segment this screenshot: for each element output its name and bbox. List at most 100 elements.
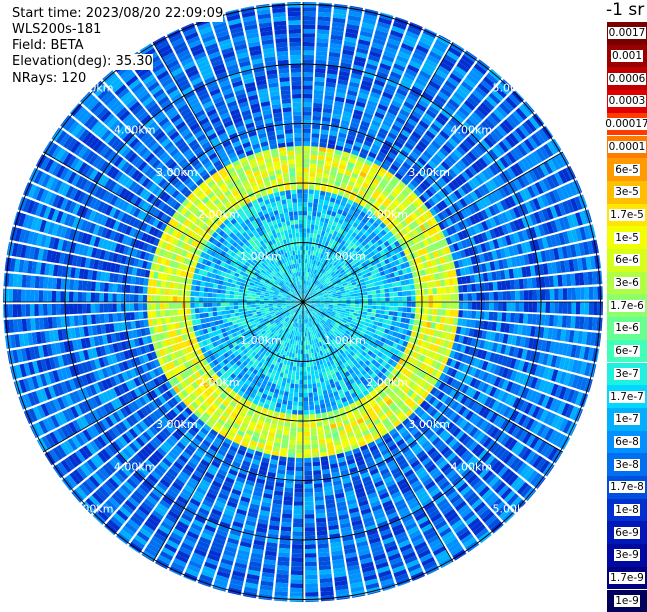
range-gate-cell	[281, 382, 286, 387]
range-gate-cell	[303, 211, 307, 215]
range-gate-cell	[310, 255, 313, 260]
range-gate-cell	[300, 367, 303, 371]
range-gate-cell	[279, 544, 290, 549]
range-gate-cell	[291, 379, 295, 384]
range-gate-cell	[294, 501, 303, 506]
range-gate-cell	[296, 367, 299, 372]
range-gate-cell	[476, 311, 481, 319]
range-gate-cell	[305, 583, 318, 588]
range-gate-cell	[593, 287, 598, 300]
range-gate-cell	[307, 259, 309, 264]
range-gate-cell	[304, 467, 312, 472]
range-gate-cell	[297, 341, 299, 346]
range-gate-cell	[299, 337, 301, 342]
range-gate-cell	[381, 298, 386, 302]
range-gate-cell	[506, 313, 511, 322]
range-gate-cell	[303, 150, 310, 155]
range-gate-cell	[317, 387, 322, 392]
range-gate-cell	[303, 25, 315, 30]
range-gate-cell	[313, 392, 318, 397]
range-gate-cell	[514, 313, 519, 323]
range-gate-cell	[333, 297, 338, 299]
range-gate-cell	[388, 283, 393, 288]
range-gate-cell	[281, 368, 285, 373]
range-gate-cell	[411, 290, 416, 295]
range-gate-cell	[407, 291, 412, 296]
range-gate-cell	[303, 159, 309, 164]
range-gate-cell	[374, 282, 379, 286]
range-gate-cell	[300, 376, 304, 380]
range-gate-cell	[320, 448, 327, 453]
range-gate-cell	[304, 432, 310, 437]
range-gate-cell	[383, 319, 388, 324]
range-gate-cell	[440, 317, 445, 324]
range-gate-cell	[308, 198, 313, 203]
range-gate-cell	[303, 42, 315, 47]
range-gate-cell	[376, 306, 381, 310]
range-gate-cell	[294, 506, 303, 511]
range-gate-cell	[437, 295, 442, 301]
range-gate-cell	[308, 207, 312, 212]
range-gate-cell	[498, 302, 503, 311]
range-gate-cell	[308, 345, 311, 350]
range-gate-cell	[310, 229, 314, 234]
range-gate-cell	[333, 304, 337, 306]
range-gate-cell	[346, 309, 351, 312]
range-gate-cell	[291, 558, 303, 563]
range-gate-cell	[304, 410, 309, 415]
range-gate-cell	[312, 357, 315, 362]
range-gate-cell	[319, 199, 324, 204]
range-gate-cell	[494, 302, 499, 311]
range-gate-cell	[295, 484, 303, 489]
range-gate-cell	[313, 470, 321, 475]
range-gate-cell	[442, 302, 447, 308]
range-gate-cell	[429, 295, 434, 301]
range-gate-cell	[283, 501, 292, 506]
range-gate-cell	[305, 562, 317, 567]
range-gate-cell	[313, 234, 317, 239]
range-gate-cell	[311, 220, 315, 225]
range-gate-cell	[306, 237, 309, 242]
range-gate-cell	[305, 332, 307, 336]
range-gate-cell	[303, 341, 305, 345]
range-gate-cell	[281, 444, 288, 449]
range-gate-cell	[318, 160, 325, 165]
range-gate-cell	[520, 290, 525, 300]
range-gate-cell	[291, 423, 297, 428]
range-gate-cell	[311, 436, 317, 441]
range-gate-cell	[309, 185, 314, 190]
range-gate-cell	[342, 306, 347, 308]
range-gate-cell	[376, 294, 381, 298]
range-gate-cell	[312, 457, 319, 462]
range-gate-cell	[288, 396, 293, 401]
range-gate-cell	[311, 142, 318, 147]
range-gate-cell	[316, 513, 326, 518]
range-gate-cell	[372, 309, 377, 313]
range-gate-cell	[384, 311, 389, 315]
range-gate-cell	[424, 289, 429, 295]
range-gate-cell	[312, 353, 315, 358]
range-gate-cell	[602, 286, 607, 300]
range-gate-cell	[314, 483, 323, 488]
range-gate-cell	[450, 310, 455, 317]
range-gate-cell	[305, 341, 307, 346]
range-gate-cell	[308, 250, 311, 255]
range-gate-cell	[310, 410, 315, 415]
range-gate-cell	[364, 299, 368, 302]
range-gate-cell	[318, 435, 325, 440]
range-gate-cell	[554, 302, 559, 313]
range-gate-cell	[402, 307, 407, 312]
range-gate-cell	[407, 307, 412, 312]
range-gate-cell	[329, 303, 333, 305]
range-gate-cell	[303, 241, 306, 245]
range-gate-cell	[501, 281, 506, 290]
range-gate-cell	[303, 172, 309, 176]
range-gate-cell	[437, 288, 442, 294]
range-gate-cell	[292, 545, 303, 550]
range-gate-cell	[304, 428, 310, 433]
range-gate-cell	[303, 228, 306, 232]
range-gate-cell	[424, 308, 429, 314]
range-gate-cell	[320, 217, 325, 222]
range-gate-cell	[584, 287, 589, 300]
range-gate-cell	[317, 526, 327, 531]
